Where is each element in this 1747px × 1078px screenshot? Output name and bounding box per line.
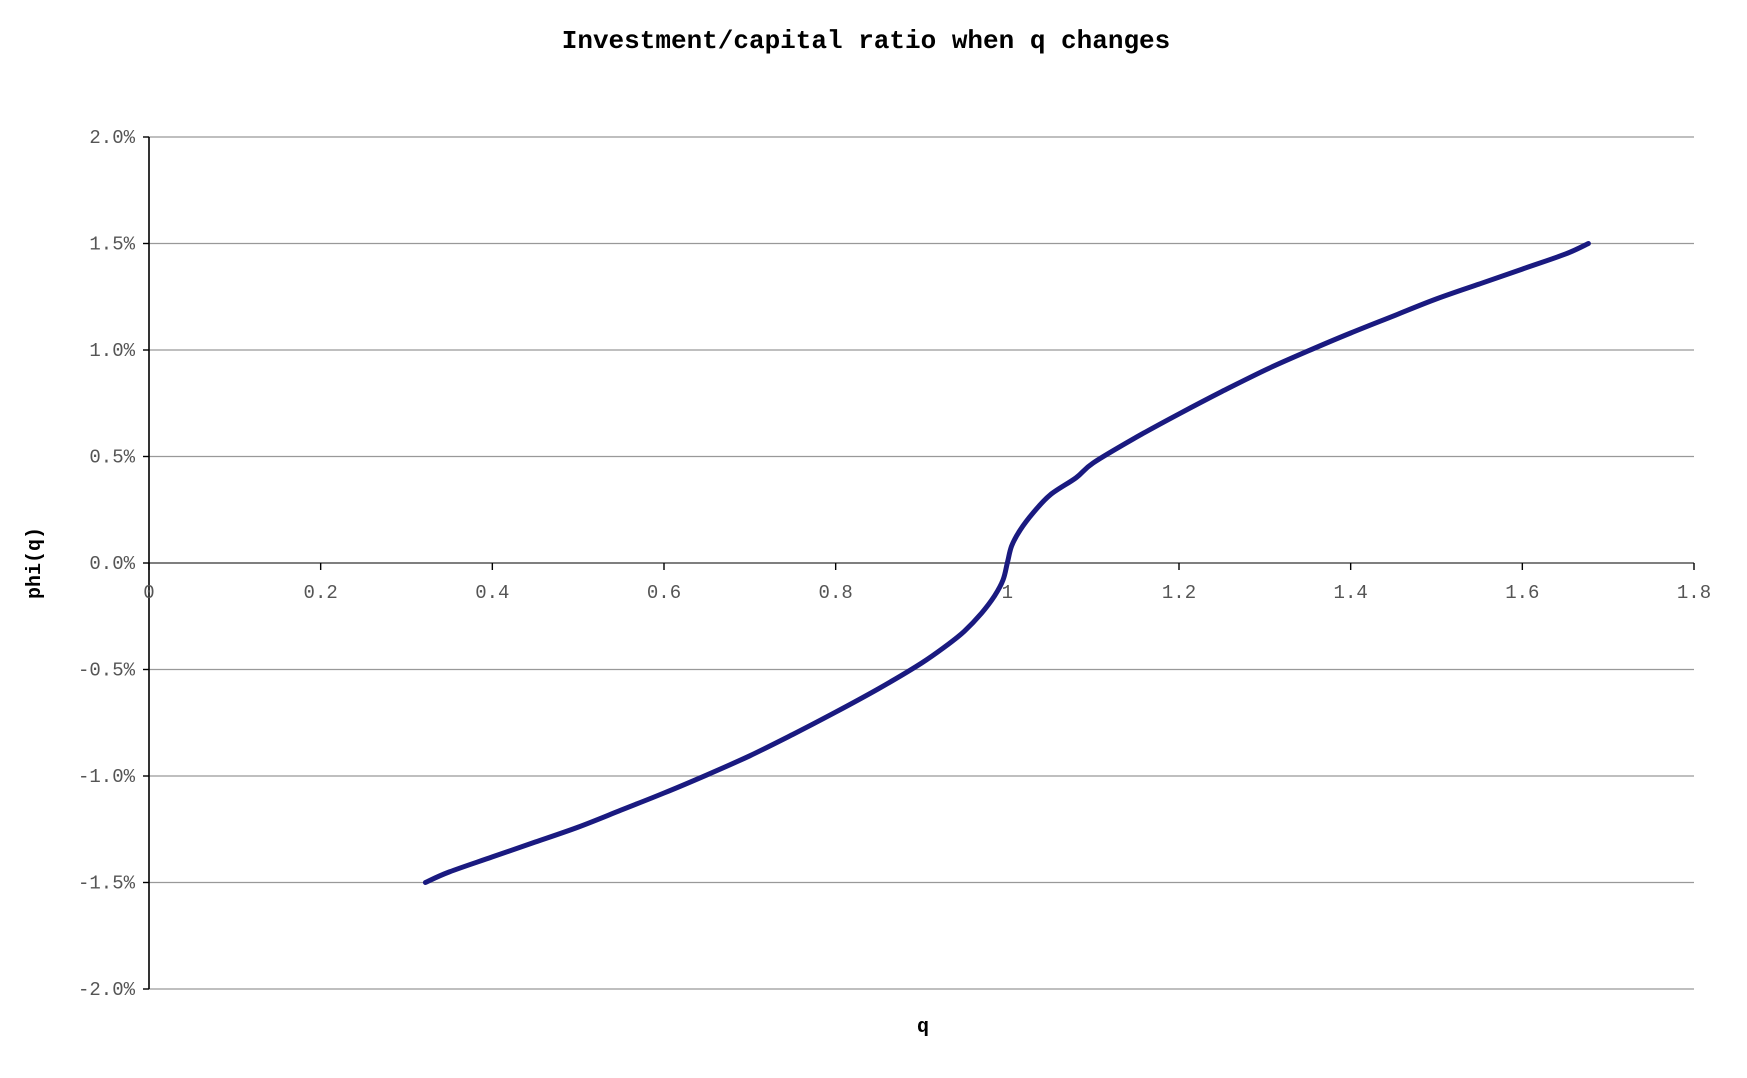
x-tick-label: 0.4 [475,582,509,604]
x-tick-label: 0.2 [304,582,338,604]
y-tick-label: -1.0% [78,766,136,788]
series [422,241,1591,885]
x-tick-label: 1.4 [1334,582,1368,604]
x-tick-label: 1.2 [1162,582,1196,604]
y-tick-label: 1.0% [89,340,135,362]
series-line [422,241,1591,885]
x-tick-label: 0.8 [819,582,853,604]
y-tick-label: 0.5% [89,447,135,469]
x-tick-label: 0 [143,582,154,604]
y-tick-label: 2.0% [89,127,135,149]
y-tick-label: 1.5% [89,234,135,256]
gridlines [149,136,1694,990]
x-tick-label: 1 [1002,582,1013,604]
x-axis-label: q [917,1016,929,1039]
x-tick-label: 1.8 [1677,582,1711,604]
y-axis-label: phi(q) [24,527,47,599]
tick-labels: 2.0% 1.5% 1.0% 0.5% 0.0% -0.5% -1.0% -1.5% -2.0%… [78,127,1711,1001]
x-tick-label: 1.6 [1505,582,1539,604]
x-tick-label: 0.6 [647,582,681,604]
y-tick-label: -0.5% [78,660,136,682]
y-tick-label: 0.0% [89,553,135,575]
y-tick-label: -2.0% [78,979,136,1001]
y-tick-label: -1.5% [78,873,136,895]
chart-title: Investment/capital ratio when q changes [562,26,1171,56]
